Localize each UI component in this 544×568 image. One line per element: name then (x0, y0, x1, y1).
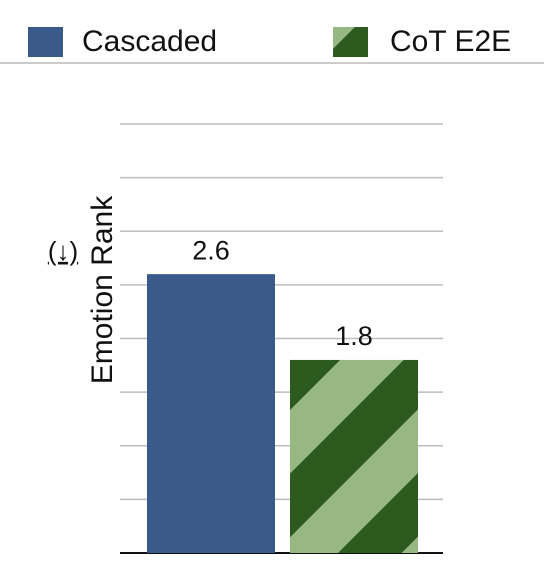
legend-swatch (333, 27, 368, 57)
data-label: 2.6 (192, 235, 230, 265)
y-axis-label: Emotion Rank (86, 195, 119, 384)
bar (147, 274, 275, 553)
legend-label: CoT E2E (390, 25, 511, 58)
y-axis-note: (↓) (48, 236, 78, 266)
legend-label: Cascaded (82, 25, 217, 58)
bar (290, 359, 418, 553)
data-label: 1.8 (335, 321, 373, 351)
legend-swatch (28, 27, 63, 57)
